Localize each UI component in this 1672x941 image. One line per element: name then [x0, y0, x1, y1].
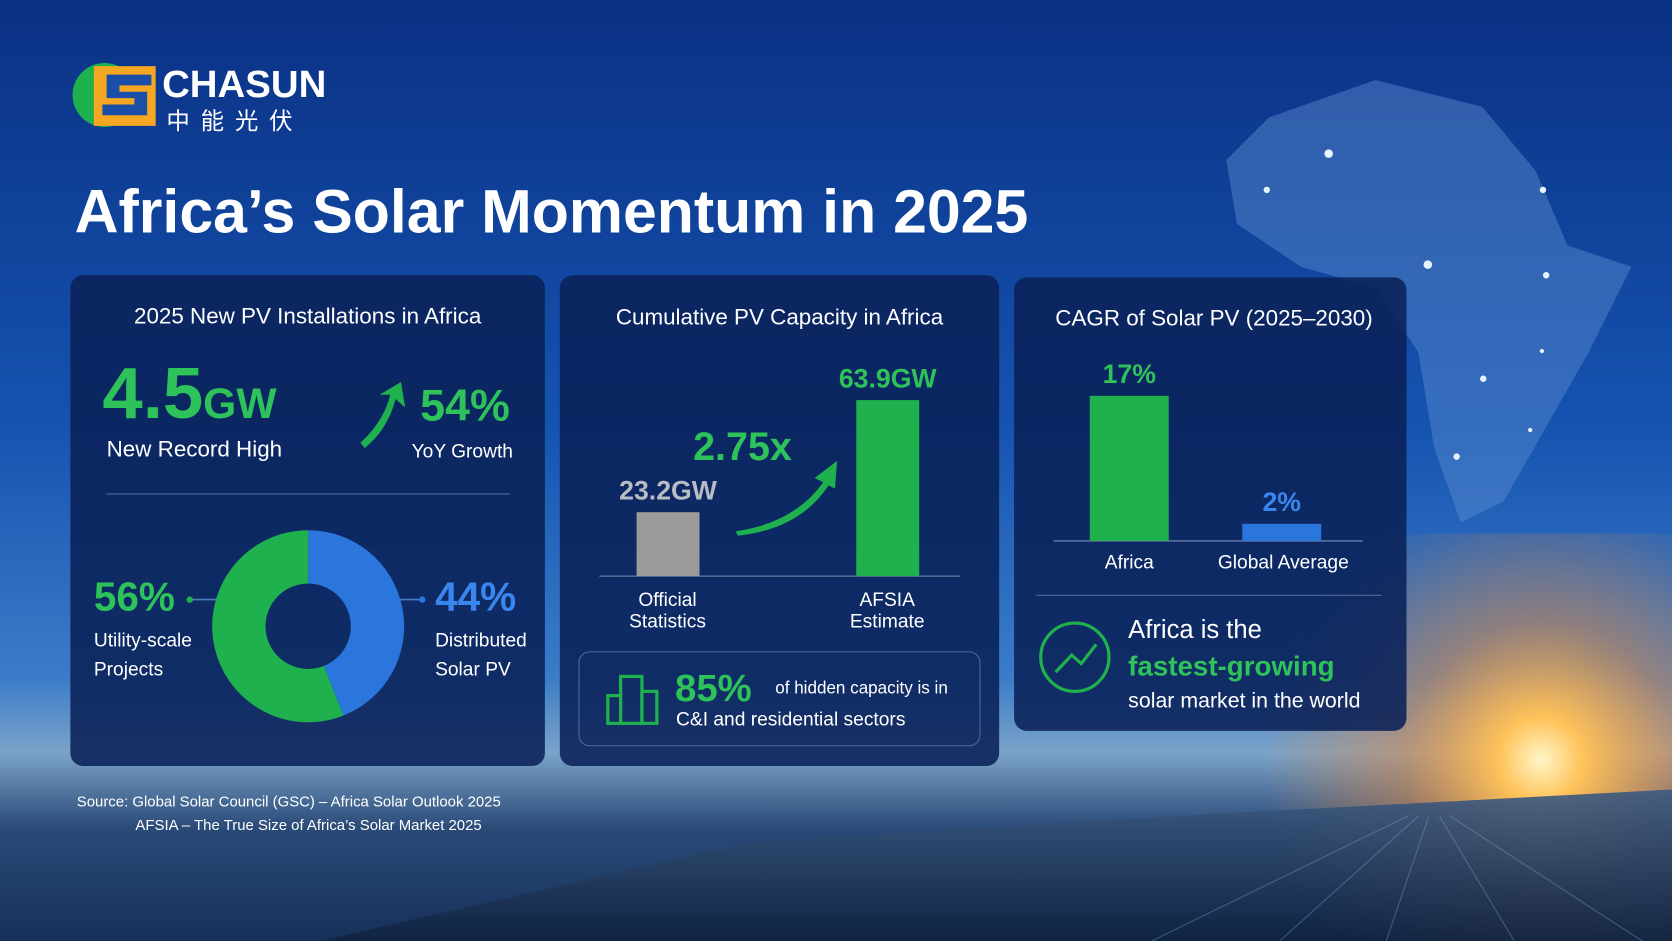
logo-mark — [72, 62, 156, 127]
pie-slice — [308, 530, 405, 716]
map-dots — [1263, 149, 1550, 460]
callout-text: C&I and residential sectors — [676, 708, 906, 730]
callout-text: solar market in the world — [1128, 689, 1361, 713]
callout-value: 85% — [674, 665, 752, 710]
pie-value-label: 44% — [435, 575, 517, 620]
bar — [1089, 395, 1169, 541]
chart-title: 2025 New PV Installations in Africa — [133, 304, 482, 329]
chart-title: CAGR of Solar PV (2025–2030) — [1055, 306, 1373, 331]
growth-caption: YoY Growth — [411, 440, 513, 462]
bar-value-label: 63.9GW — [839, 363, 938, 393]
bar-value-label: 23.2GW — [619, 475, 718, 505]
africa-map — [1226, 80, 1632, 523]
x-category: Global Average — [1217, 551, 1349, 573]
bar — [1242, 523, 1322, 541]
chart-title: Cumulative PV Capacity in Africa — [615, 305, 944, 330]
callout-highlight: fastest-growing — [1128, 649, 1335, 682]
x-category: Official Statistics — [629, 588, 706, 632]
growth-arrow — [360, 381, 406, 449]
solar-field — [319, 789, 1672, 941]
pie-value-label: 56% — [93, 575, 175, 620]
connector-dot — [186, 596, 194, 603]
headline-unit: GW — [203, 380, 277, 428]
panel — [1014, 277, 1407, 731]
panel-rows — [1151, 815, 1643, 941]
annotation: 2.75x — [693, 424, 792, 469]
source: Source: Global Solar Council (GSC) – Afr… — [76, 792, 501, 810]
growth-arrow — [735, 460, 838, 536]
headline-caption: New Record High — [106, 437, 283, 462]
growth-value: 54% — [420, 379, 510, 430]
logo-subtitle: 中 能 光 伏 — [166, 107, 295, 135]
pie-slice — [212, 530, 344, 723]
logo-name: CHASUN — [162, 61, 327, 106]
page-title: Africa’s Solar Momentum in 2025 — [74, 178, 1029, 247]
connector-dot — [419, 596, 426, 603]
callout-text: of hidden capacity is in — [775, 679, 948, 698]
pie-category: Distributed Solar PV — [435, 629, 527, 680]
pie-category: Utility-scale Projects — [93, 629, 192, 680]
x-category: Africa — [1104, 551, 1154, 573]
headline-number: 4.5 — [102, 353, 204, 435]
callout-text: Africa is the — [1128, 615, 1262, 645]
bar — [856, 400, 920, 577]
building-icon — [606, 674, 659, 725]
bar — [636, 512, 700, 577]
bar-value-label: 17% — [1103, 359, 1156, 389]
headline-value: 4.5GW — [102, 352, 276, 435]
growth-icon — [1039, 621, 1111, 693]
callout-box — [578, 651, 981, 747]
x-category: AFSIA Estimate — [849, 588, 925, 632]
source: AFSIA – The True Size of Africa’s Solar … — [135, 816, 482, 834]
bar-value-label: 2% — [1262, 487, 1301, 517]
